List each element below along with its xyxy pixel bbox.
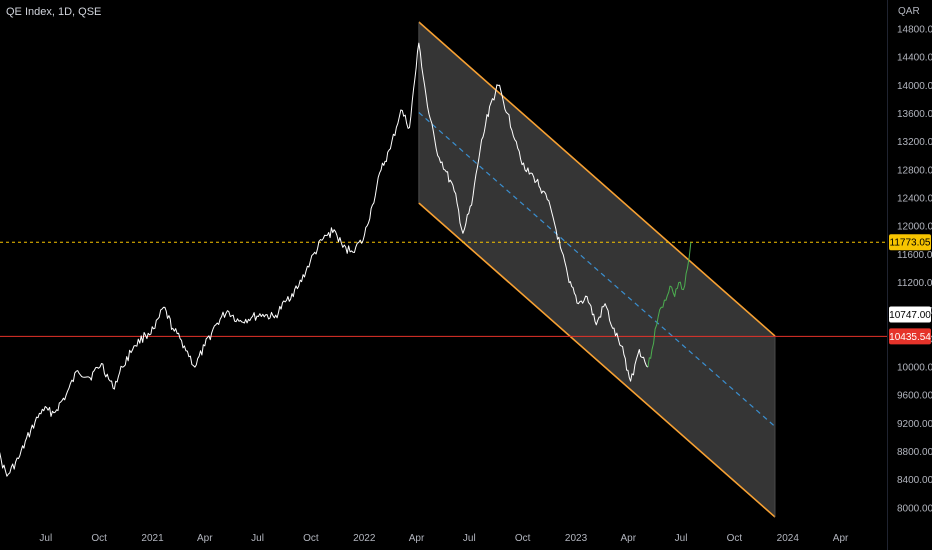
x-axis[interactable]: Jul Oct 2021 Apr Jul Oct 2022 Apr Jul Oct 2023 Apr J…: [39, 533, 849, 544]
x-tick-label: Apr: [833, 533, 849, 544]
price-tag-label: 10435.54: [889, 332, 931, 343]
x-tick-label: 2023: [565, 533, 588, 544]
y-tick-label: 11200.00: [897, 278, 932, 289]
y-tick-label: 13600.00: [897, 109, 932, 120]
y-tick-label: 12800.00: [897, 165, 932, 176]
channel-upper-line: [418, 21, 776, 337]
y-tick-label: 14800.00: [897, 25, 932, 36]
price-tag-box: [889, 234, 931, 251]
x-tick-label: 2024: [777, 533, 800, 544]
y-tick-label: 9200.00: [897, 419, 932, 430]
x-tick-label: Apr: [409, 533, 425, 544]
y-tick-label: 8400.00: [897, 475, 932, 486]
y-tick-label: 13200.00: [897, 137, 932, 148]
x-tick-label: Jul: [463, 533, 476, 544]
y-tick-label: 9600.00: [897, 391, 932, 402]
price-tag-box: [889, 328, 931, 345]
y-tick-label: 11600.00: [897, 250, 932, 261]
price-tags: 11773.05 10747.00 10435.54: [889, 234, 931, 345]
y-tick-label: 8000.00: [897, 503, 932, 514]
x-tick-label: Apr: [620, 533, 636, 544]
x-tick-label: Jul: [39, 533, 52, 544]
channel-lower-line: [418, 202, 776, 518]
x-tick-label: Jul: [675, 533, 688, 544]
price-tag-label: 10747.00: [889, 310, 931, 321]
x-tick-label: Jul: [251, 533, 264, 544]
channel-median-line: [418, 112, 776, 428]
x-tick-label: 2021: [141, 533, 164, 544]
currency-label: QAR: [898, 6, 920, 17]
y-tick-label: 12400.00: [897, 194, 932, 205]
y-tick-label: 12000.00: [897, 222, 932, 233]
price-line-recent: [647, 242, 692, 368]
y-tick-label: 14000.00: [897, 81, 932, 92]
price-tag-label: 11773.05: [890, 238, 931, 249]
chart-title: QE Index, 1D, QSE: [6, 6, 102, 18]
x-tick-label: 2022: [353, 533, 376, 544]
price-line-historical: [0, 42, 649, 477]
x-tick-label: Oct: [515, 533, 531, 544]
x-tick-label: Oct: [303, 533, 319, 544]
regression-channel[interactable]: [418, 21, 776, 518]
x-tick-label: Oct: [727, 533, 743, 544]
price-tag-box: [889, 306, 931, 323]
x-tick-label: Apr: [197, 533, 213, 544]
price-series: [0, 42, 692, 477]
y-tick-label: 8800.00: [897, 447, 932, 458]
y-tick-label: 10000.00: [897, 363, 932, 374]
x-tick-label: Oct: [91, 533, 107, 544]
y-tick-label: 14400.00: [897, 53, 932, 64]
